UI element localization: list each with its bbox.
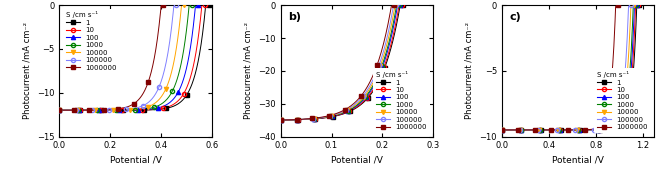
Legend: 1, 10, 100, 1000, 10000, 100000, 1000000: 1, 10, 100, 1000, 10000, 100000, 1000000: [373, 68, 430, 133]
Y-axis label: Photocurrent /mA cm⁻²: Photocurrent /mA cm⁻²: [22, 22, 32, 119]
X-axis label: Potential /V: Potential /V: [331, 156, 383, 165]
Legend: 1, 10, 100, 1000, 10000, 100000, 1000000: 1, 10, 100, 1000, 10000, 100000, 1000000: [594, 68, 651, 133]
Y-axis label: Photocurrent /mA cm⁻²: Photocurrent /mA cm⁻²: [465, 22, 474, 119]
Text: c): c): [510, 12, 522, 22]
Legend: 1, 10, 100, 1000, 10000, 100000, 1000000: 1, 10, 100, 1000, 10000, 100000, 1000000: [63, 9, 120, 74]
X-axis label: Potential /V: Potential /V: [552, 156, 604, 165]
X-axis label: Potential /V: Potential /V: [110, 156, 162, 165]
Y-axis label: Photocurrent /mA cm⁻²: Photocurrent /mA cm⁻²: [244, 22, 253, 119]
Text: b): b): [288, 12, 301, 22]
Text: a): a): [67, 12, 80, 22]
